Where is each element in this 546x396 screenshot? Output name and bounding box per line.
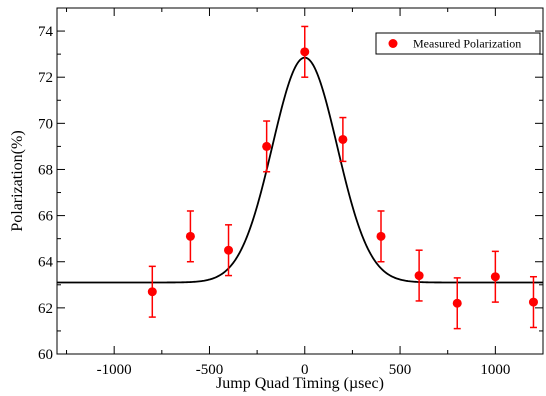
data-point (338, 116, 348, 163)
data-marker (224, 245, 234, 255)
y-tick-label: 74 (38, 24, 54, 40)
x-tick-label: -1000 (97, 362, 132, 378)
data-marker (490, 272, 500, 282)
x-tick-label: 0 (301, 362, 309, 378)
plot-frame (56, 7, 544, 355)
data-point (262, 120, 272, 173)
data-points-group (147, 25, 538, 330)
data-point (224, 224, 234, 277)
legend-label: Measured Polarization (413, 37, 521, 51)
data-point (414, 249, 424, 302)
fit-curve (57, 56, 543, 284)
legend-box (375, 32, 541, 55)
data-marker (262, 141, 272, 151)
y-tick-label: 64 (38, 255, 54, 271)
data-marker (300, 47, 310, 57)
data-point (452, 277, 462, 330)
data-marker (528, 297, 538, 307)
data-marker (338, 134, 348, 144)
data-point (147, 265, 157, 318)
data-point (528, 275, 538, 329)
y-tick-label: 66 (38, 209, 54, 225)
x-tick-label: -500 (196, 362, 224, 378)
data-point (185, 210, 195, 263)
fit-curve-group (57, 56, 543, 284)
axis-ticks: -1000 -500 0 500 1000 60 62 64 66 68 70 72 74 (38, 7, 544, 378)
data-marker (452, 298, 462, 308)
y-tick-label: 70 (38, 116, 53, 132)
data-marker (414, 271, 424, 281)
data-point (300, 25, 310, 78)
x-tick-label: 1000 (480, 362, 510, 378)
data-marker (147, 287, 157, 297)
x-axis-label: Jump Quad Timing (µsec) (216, 375, 384, 392)
data-marker (185, 231, 195, 241)
x-tick-label: 500 (389, 362, 412, 378)
legend: Measured Polarization (375, 32, 541, 55)
legend-marker (388, 39, 398, 48)
data-point (376, 210, 386, 263)
y-axis-label: Polarization(%) (9, 130, 26, 231)
data-point (490, 250, 500, 303)
y-tick-label: 72 (38, 70, 53, 86)
y-tick-label: 62 (38, 301, 53, 317)
y-tick-label: 60 (38, 347, 53, 363)
data-marker (376, 231, 386, 241)
y-tick-label: 68 (38, 162, 53, 178)
